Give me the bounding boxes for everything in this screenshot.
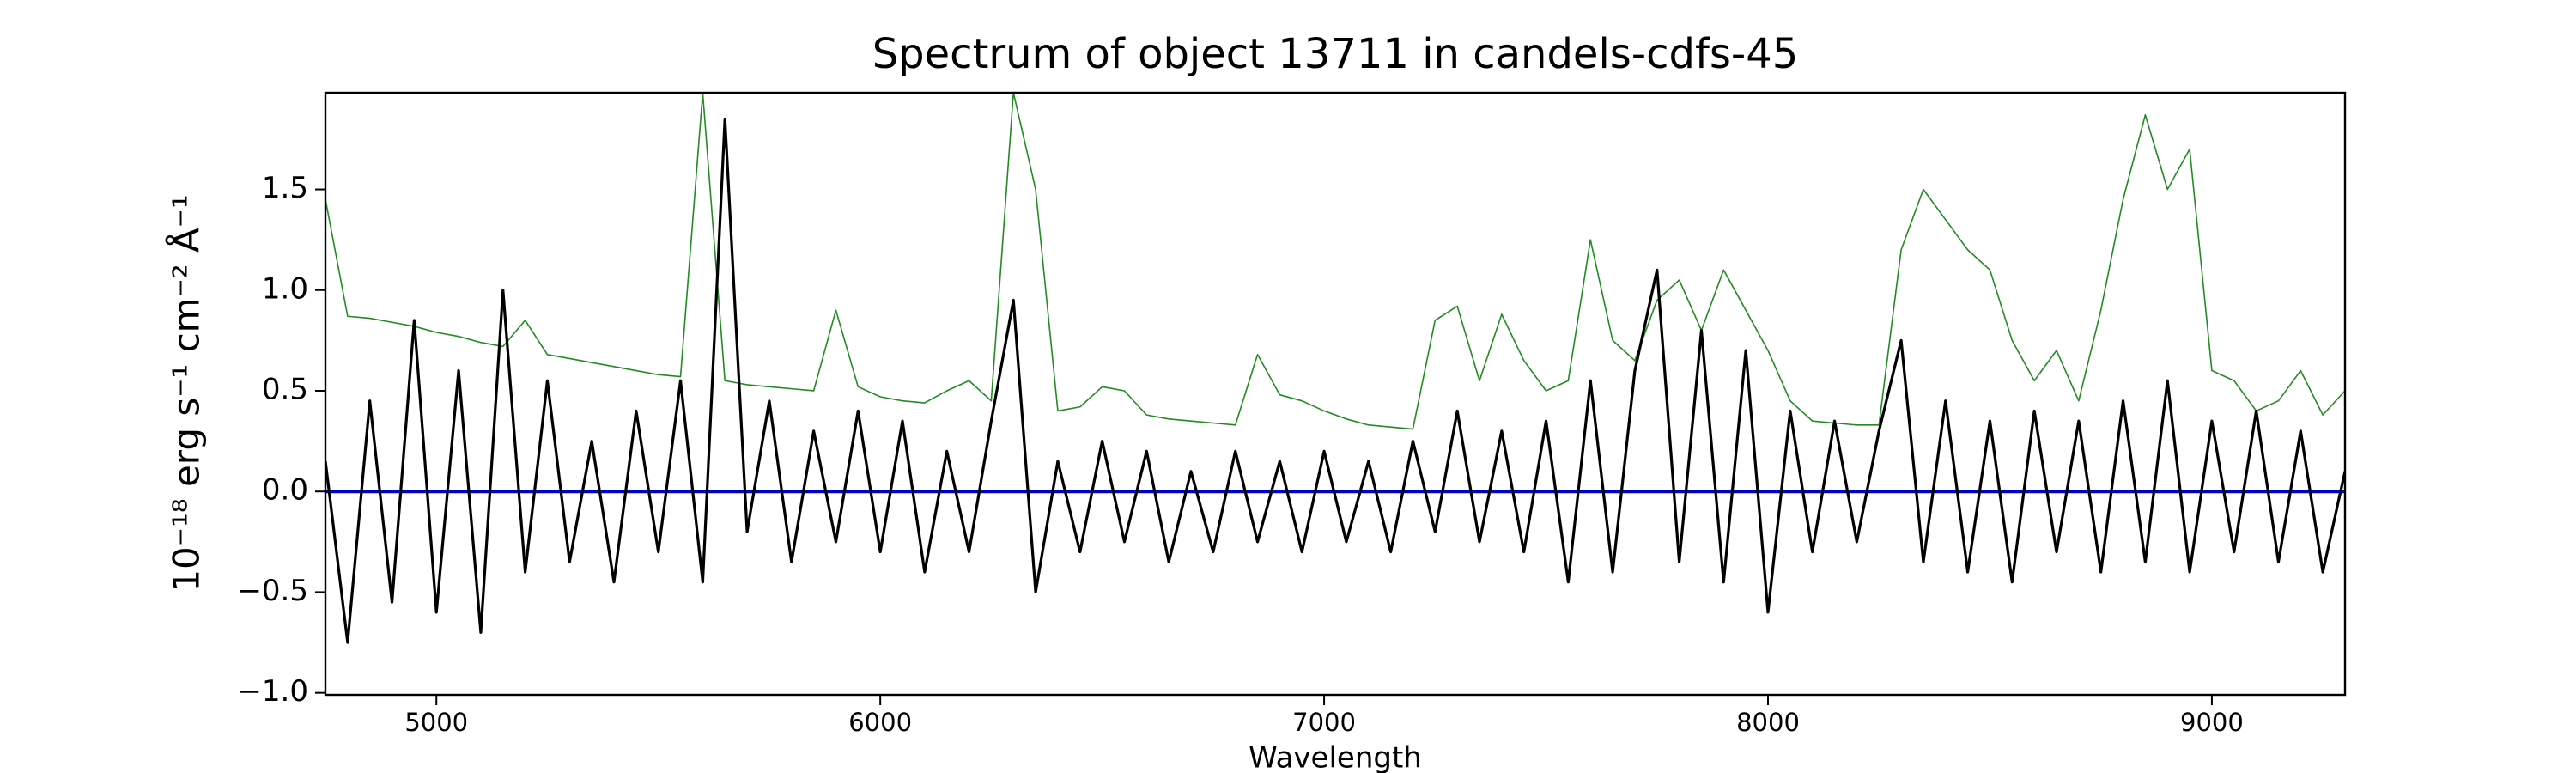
- x-tick-label: 7000: [1292, 708, 1356, 737]
- y-axis-label: 10⁻¹⁸ erg s⁻¹ cm⁻² Å⁻¹: [165, 194, 208, 592]
- spectrum-line: [325, 117, 2345, 644]
- x-axis-label: Wavelength: [1249, 741, 1422, 773]
- y-tick-label: 1.5: [262, 171, 308, 205]
- y-tick-label: 0.0: [262, 473, 308, 508]
- y-tick-label: −0.5: [237, 574, 308, 608]
- y-tick-label: 0.5: [262, 372, 308, 406]
- x-tick-label: 9000: [2180, 708, 2244, 737]
- chart-title: Spectrum of object 13711 in candels-cdfs…: [872, 30, 1799, 78]
- y-tick-label: −1.0: [237, 674, 308, 709]
- x-tick-label: 6000: [848, 708, 912, 737]
- x-tick-label: 5000: [404, 708, 468, 737]
- spectrum-line: [325, 93, 2345, 430]
- y-tick-label: 1.0: [262, 271, 308, 306]
- x-tick-label: 8000: [1736, 708, 1800, 737]
- axes-frame: [324, 91, 2347, 697]
- plot-area: [325, 93, 2345, 644]
